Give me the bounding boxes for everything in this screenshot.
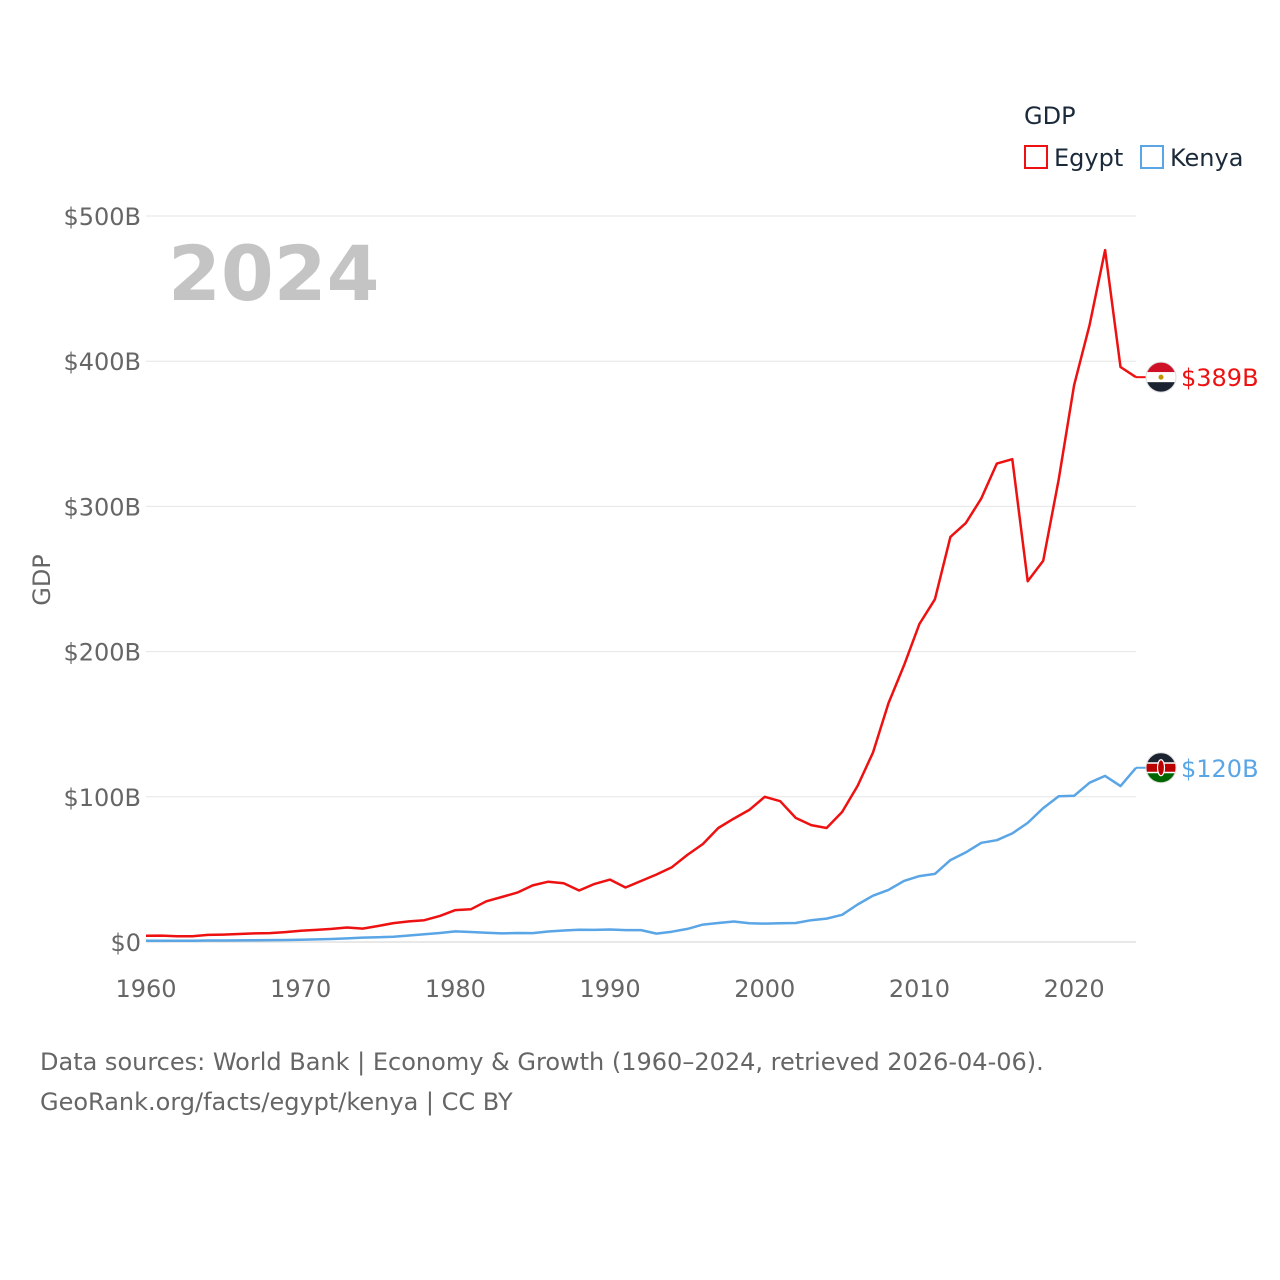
y-tick-label: $0 — [110, 929, 141, 957]
end-markers: $389B $120B — [1136, 361, 1259, 784]
flag-emblem — [1158, 374, 1164, 380]
flag-stripe — [1146, 752, 1176, 763]
y-axis-ticks: $0 $100B $200B $300B $400B $500B — [63, 203, 141, 957]
flag-border — [1145, 752, 1177, 784]
series-lines — [145, 248, 1137, 943]
flag-shield — [1156, 759, 1166, 777]
end-value-label: $389B — [1181, 364, 1259, 392]
x-tick-label: 2010 — [889, 975, 950, 1003]
y-tick-label: $300B — [63, 493, 141, 521]
y-tick-label: $400B — [63, 348, 141, 376]
footer-link: GeoRank.org/facts/egypt/kenya | CC BY — [40, 1088, 513, 1116]
y-axis-label: GDP — [28, 554, 56, 606]
end-value-label: $120B — [1181, 755, 1259, 783]
y-tick-label: $500B — [63, 203, 141, 231]
x-tick-label: 2020 — [1044, 975, 1105, 1003]
footer: Data sources: World Bank | Economy & Gro… — [40, 1042, 1044, 1122]
flag-border — [1145, 361, 1177, 393]
x-tick-label: 1990 — [580, 975, 641, 1003]
x-axis-ticks: 1960 1970 1980 1990 2000 2010 2020 — [115, 975, 1104, 1003]
legend-title: GDP — [1024, 102, 1076, 130]
flag-stripe — [1146, 362, 1176, 373]
legend: GDP Egypt Kenya — [1024, 102, 1243, 172]
y-tick-label: $200B — [63, 639, 141, 667]
series-line-egypt — [145, 248, 1137, 938]
flag-stripe — [1146, 772, 1176, 783]
year-label: 2024 — [168, 229, 380, 318]
footer-source: Data sources: World Bank | Economy & Gro… — [40, 1048, 1044, 1076]
legend-swatch-egypt — [1024, 145, 1048, 169]
x-tick-label: 1970 — [270, 975, 331, 1003]
legend-label-egypt: Egypt — [1054, 144, 1123, 172]
x-tick-label: 1960 — [115, 975, 176, 1003]
x-tick-label: 2000 — [734, 975, 795, 1003]
x-tick-label: 1980 — [425, 975, 486, 1003]
grid-lines — [146, 215, 1136, 943]
y-tick-label: $100B — [63, 784, 141, 812]
flag-stripe — [1146, 382, 1176, 393]
egypt-flag-icon — [1146, 362, 1176, 393]
legend-swatch-kenya — [1140, 145, 1164, 169]
legend-label-kenya: Kenya — [1170, 144, 1243, 172]
series-line-kenya — [146, 766, 1137, 943]
kenya-flag-icon — [1146, 752, 1176, 783]
